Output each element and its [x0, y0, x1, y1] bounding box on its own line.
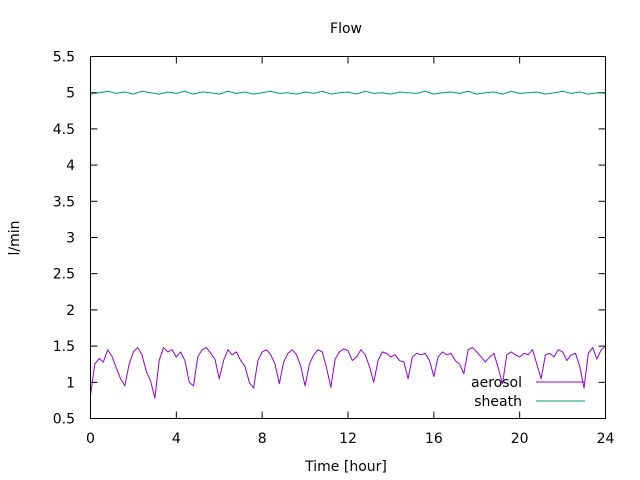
y-tick-label: 2: [66, 303, 75, 319]
y-tick-label: 3: [66, 231, 75, 247]
x-tick-label: 4: [172, 431, 181, 447]
y-tick-label: 4: [66, 158, 75, 174]
series-line-aerosol: [90, 345, 606, 399]
legend-label-sheath: sheath: [474, 394, 522, 410]
series-line-sheath: [90, 90, 606, 95]
chart-title: Flow: [330, 21, 362, 37]
x-tick-label: 8: [258, 431, 267, 447]
x-tick-label: 0: [86, 431, 95, 447]
legend: aerosol sheath: [471, 375, 585, 410]
axis-ticks: 0 4 8 12 16 20 24 0.5 1 1.5 2 2.5 3 3.5 4 4.5 5 5.5: [53, 50, 615, 448]
x-tick-label: 12: [339, 431, 357, 447]
x-axis-label: Time [hour]: [304, 459, 387, 475]
y-tick-label: 2.5: [53, 267, 75, 283]
y-tick-label: 5.5: [53, 50, 75, 66]
y-axis-label: l/min: [7, 220, 23, 255]
plot-frame: [90, 56, 606, 419]
x-tick-label: 16: [425, 431, 443, 447]
y-tick-label: 1.5: [53, 339, 75, 355]
legend-label-aerosol: aerosol: [471, 375, 522, 391]
y-tick-label: 4.5: [53, 122, 75, 138]
y-tick-label: 1: [66, 375, 75, 391]
y-tick-label: 0.5: [53, 412, 75, 428]
y-tick-label: 5: [66, 86, 75, 102]
x-tick-label: 24: [597, 431, 615, 447]
plot-area: [90, 90, 606, 399]
y-tick-label: 3.5: [53, 194, 75, 210]
x-tick-label: 20: [511, 431, 529, 447]
